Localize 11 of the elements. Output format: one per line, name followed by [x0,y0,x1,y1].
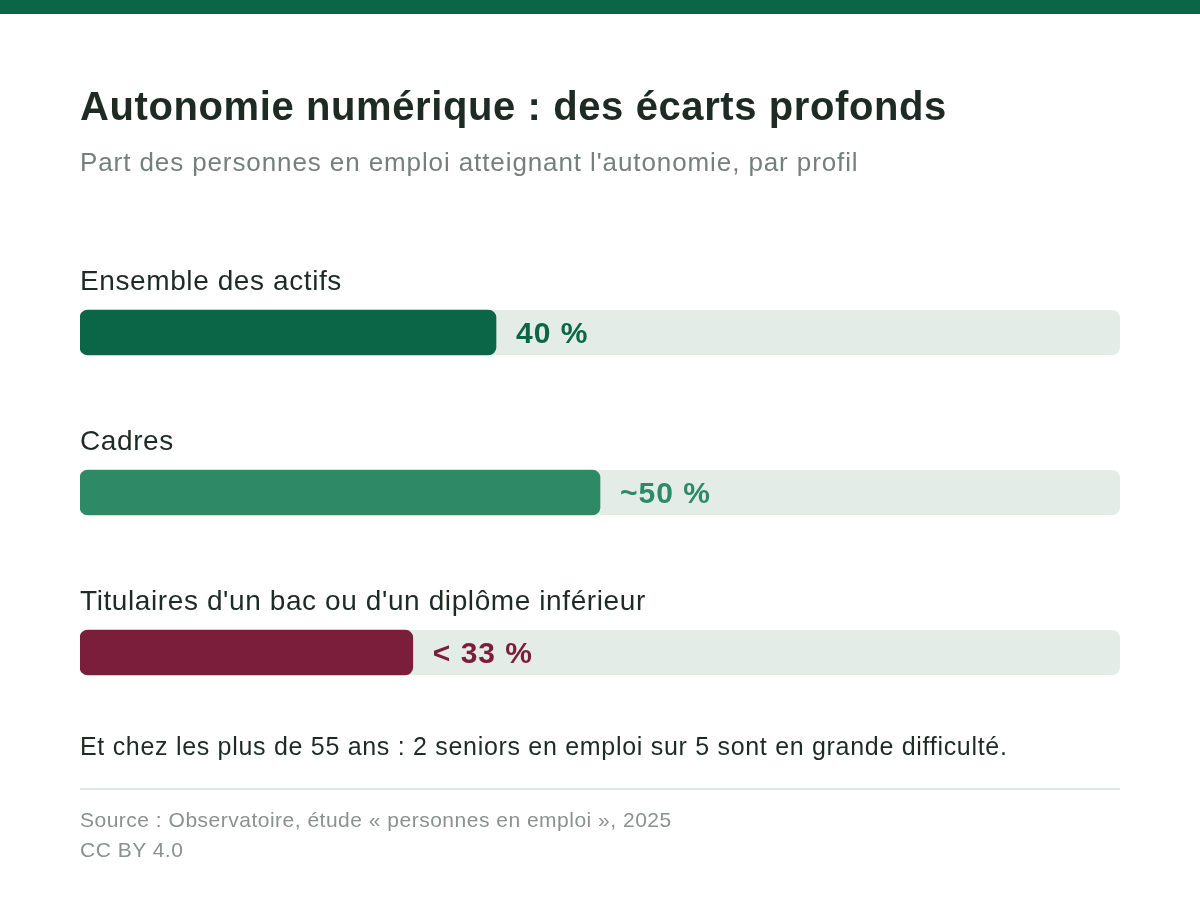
chart-subtitle: Part des personnes en emploi atteignant l'autonomie, par profil [80,147,859,177]
text: CC BY 4.0 [80,837,185,863]
y-tick-label: Ensemble des actifs [80,265,342,296]
text: Et chez les plus de 55 ans : 2 seniors en emploi sur 5 sont en grande difficulté. [80,732,1008,760]
data-label: 40 % [516,316,589,349]
data-label: < 33 % [432,636,534,669]
y-tick-label: Cadres [80,425,174,456]
chart-title: Autonomie numérique : des écarts profonds [80,84,947,128]
data-label: ~50 % [620,476,711,509]
y-tick-label: Titulaires d'un bac ou d'un diplôme inférieur [80,585,646,616]
source-note: Source : Observatoire, étude « personnes en emploi », 2025 [80,807,672,833]
